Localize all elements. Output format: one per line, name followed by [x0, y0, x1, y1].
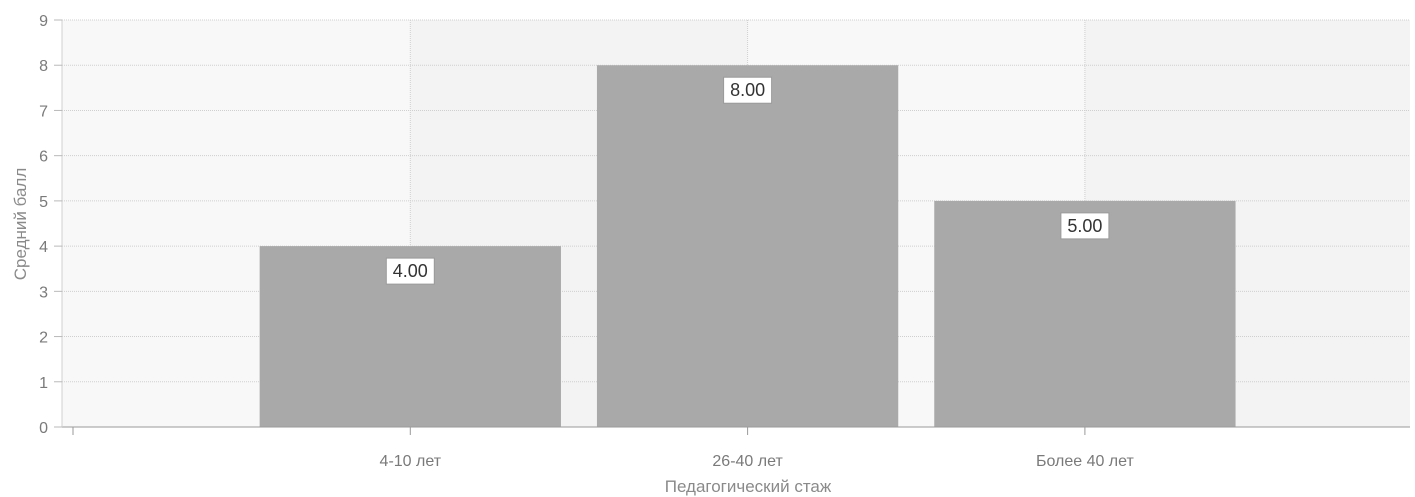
bars: [259, 65, 1236, 427]
axes: [61, 20, 1410, 428]
y-axis-ticks: 0 1 2 3 4 5 6 7 8 9: [39, 13, 62, 437]
y-tick-label: 4: [39, 239, 48, 256]
y-tick-label: 8: [39, 58, 48, 75]
data-label-box: [723, 76, 773, 104]
y-axis-title: Средний балл: [11, 168, 30, 280]
data-label-box: [1060, 212, 1110, 240]
data-label-text: 5.00: [1067, 216, 1102, 236]
x-axis-ticks: 4-10 лет 26-40 лет Более 40 лет: [72, 427, 1135, 470]
x-tick-label: 26-40 лет: [712, 453, 783, 470]
x-tick-label: Более 40 лет: [1036, 453, 1135, 470]
data-label: 8.00: [723, 76, 773, 104]
y-tick-label: 2: [39, 330, 48, 347]
plot-band: [62, 20, 73, 427]
x-axis-title: Педагогический стаж: [665, 477, 832, 496]
data-labels: 4.00 8.00 5.00: [385, 76, 1110, 285]
y-tick-label: 7: [39, 103, 48, 120]
y-tick-label: 5: [39, 194, 48, 211]
data-label: 4.00: [385, 257, 435, 285]
data-label-text: 8.00: [730, 80, 765, 100]
y-tick-label: 0: [39, 420, 48, 437]
y-tick-label: 1: [39, 375, 48, 392]
y-tick-label: 6: [39, 149, 48, 166]
data-label-text: 4.00: [393, 261, 428, 281]
y-tick-label: 3: [39, 284, 48, 301]
bar: [596, 65, 899, 427]
y-tick-label: 9: [39, 13, 48, 30]
data-label: 5.00: [1060, 212, 1110, 240]
data-label-box: [385, 257, 435, 285]
x-tick-label: 4-10 лет: [380, 453, 442, 470]
